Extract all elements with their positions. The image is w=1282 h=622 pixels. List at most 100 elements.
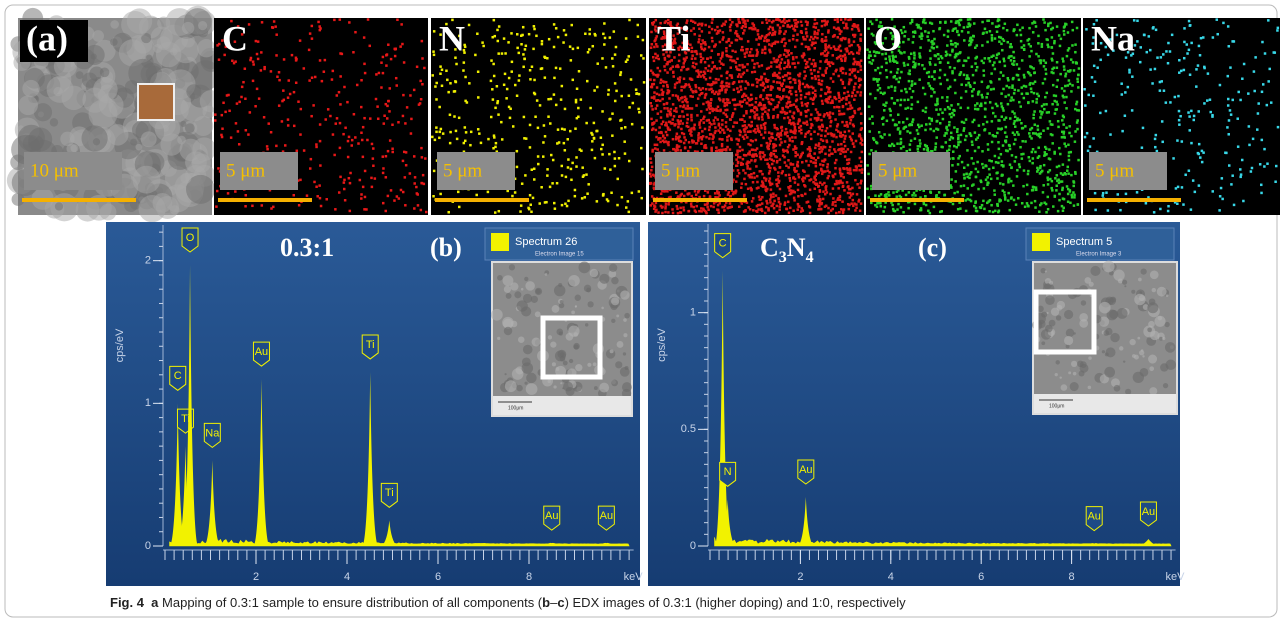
map-dot <box>360 132 363 135</box>
map-dot <box>968 173 971 176</box>
map-dot <box>958 24 961 27</box>
map-dot <box>702 135 705 138</box>
map-dot <box>628 160 631 163</box>
map-dot <box>364 72 367 75</box>
map-dot <box>782 76 785 79</box>
map-dot <box>950 178 953 181</box>
map-dot <box>605 66 608 69</box>
map-dot <box>289 93 292 96</box>
map-dot <box>839 199 842 202</box>
map-dot <box>695 50 698 53</box>
map-dot <box>1062 60 1065 63</box>
map-dot <box>889 108 892 111</box>
map-dot <box>907 107 910 110</box>
map-dot <box>1065 145 1068 148</box>
map-dot <box>756 109 759 112</box>
map-dot <box>349 172 352 175</box>
map-dot <box>561 204 564 207</box>
map-dot <box>832 54 835 57</box>
map-dot <box>798 176 801 179</box>
map-dot <box>811 44 814 47</box>
map-dot <box>797 203 800 206</box>
map-dot <box>1046 44 1049 47</box>
map-dot <box>821 129 824 132</box>
map-dot <box>935 196 938 199</box>
map-dot <box>783 18 786 21</box>
map-dot <box>474 54 477 57</box>
map-dot <box>772 202 775 205</box>
map-dot <box>769 94 772 97</box>
map-dot <box>789 110 792 113</box>
map-dot <box>945 127 948 130</box>
map-dot <box>788 96 791 99</box>
map-dot <box>310 115 313 118</box>
map-dot <box>902 121 905 124</box>
map-dot <box>844 18 847 21</box>
map-dot <box>794 129 797 132</box>
map-dot <box>722 148 725 151</box>
map-dot <box>821 100 824 103</box>
map-dot <box>697 97 700 100</box>
map-dot <box>756 81 759 84</box>
map-dot <box>968 132 971 135</box>
map-dot <box>241 86 244 89</box>
map-dot <box>854 112 857 115</box>
map-dot <box>716 208 719 211</box>
map-dot <box>962 64 965 67</box>
map-dot <box>722 100 725 103</box>
map-dot <box>549 122 552 125</box>
map-dot <box>847 185 850 188</box>
map-dot <box>522 66 525 69</box>
map-dot <box>824 193 827 196</box>
map-dot <box>899 104 902 107</box>
map-dot <box>1035 132 1038 135</box>
map-dot <box>882 210 885 213</box>
map-dot <box>842 21 845 24</box>
map-dot <box>1076 121 1079 124</box>
map-dot <box>1054 108 1057 111</box>
map-dot <box>812 102 815 105</box>
map-dot <box>678 122 681 125</box>
map-dot <box>805 31 808 33</box>
map-dot <box>943 34 946 37</box>
map-dot <box>955 45 958 48</box>
map-dot <box>657 112 660 115</box>
map-dot <box>296 150 299 153</box>
map-dot <box>678 140 681 143</box>
map-dot <box>1026 92 1029 95</box>
map-dot <box>963 167 966 170</box>
map-dot <box>217 167 220 170</box>
map-dot <box>725 82 728 85</box>
map-dot <box>670 67 673 70</box>
map-dot <box>903 99 906 102</box>
map-dot <box>718 191 721 194</box>
map-dot <box>876 80 879 83</box>
map-dot <box>702 103 705 106</box>
map-dot <box>740 105 743 108</box>
map-dot <box>319 164 322 167</box>
map-dot <box>700 136 703 139</box>
map-dot <box>984 57 987 60</box>
map-dot <box>959 207 962 210</box>
map-dot <box>802 83 805 86</box>
map-dot <box>776 211 779 214</box>
map-dot <box>860 69 863 72</box>
map-dot <box>958 155 961 158</box>
map-dot <box>953 126 956 128</box>
map-dot <box>778 81 781 84</box>
map-dot <box>953 192 956 195</box>
map-dot <box>792 78 795 81</box>
map-dot <box>728 101 731 104</box>
map-dot <box>1072 61 1075 64</box>
map-dot <box>673 109 676 112</box>
map-dot <box>870 149 873 152</box>
map-dot <box>933 78 936 81</box>
map-dot <box>1012 77 1015 80</box>
map-dot <box>992 211 995 214</box>
map-dot <box>544 76 547 79</box>
map-dot <box>828 114 831 117</box>
map-dot <box>794 170 797 173</box>
map-dot <box>952 203 955 206</box>
map-dot <box>585 173 588 176</box>
map-dot <box>765 18 768 21</box>
